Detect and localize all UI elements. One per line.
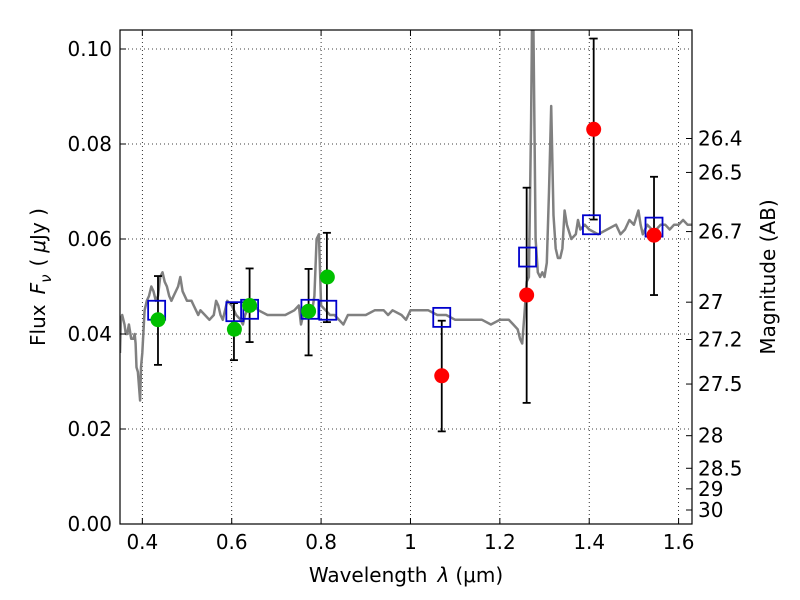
y-tick-label: 0.04 (67, 322, 112, 346)
x-tick-label: 0.8 (305, 530, 337, 554)
x-tick-label: 1.6 (663, 530, 695, 554)
observed-optical-point (242, 298, 258, 313)
model-photometry-square (225, 301, 245, 323)
x-tick-label: 1.2 (484, 530, 516, 554)
magnitude-tick-label: 26.5 (698, 160, 743, 184)
model-spectrum-line (120, 30, 692, 402)
x-tick-label: 1.4 (573, 530, 605, 554)
observed-optical-point (301, 303, 317, 319)
x-tick-label: 0.6 (216, 530, 248, 554)
observed-optical-point (226, 321, 242, 337)
magnitude-tick-label: 27.5 (698, 372, 743, 396)
magnitude-tick-label: 27.2 (698, 327, 743, 351)
model-photometry-square (318, 299, 338, 321)
axis-ticks: 0.4 0.6 0.8 1 1.2 1.4 1.6 0.00 0.02 0.04 0.06 0.08 0… (67, 30, 743, 554)
magnitude-tick-label: 29 (698, 477, 723, 501)
magnitude-tick-label: 26.7 (698, 220, 743, 244)
x-tick-label: 1 (404, 530, 417, 554)
magnitude-tick-label: 26.4 (698, 127, 743, 151)
observed-optical-point (319, 269, 335, 285)
magnitude-tick-label: 28.5 (698, 456, 743, 480)
plot-frame (119, 29, 693, 525)
observed-infrared-point (646, 227, 662, 243)
plot-data-area (120, 30, 692, 433)
y-tick-label: 0.06 (67, 227, 112, 251)
y-tick-label: 0.00 (67, 512, 112, 536)
magnitude-tick-label: 27 (698, 290, 723, 314)
y-tick-label: 0.08 (67, 132, 112, 156)
grid (120, 30, 692, 524)
x-tick-label: 0.4 (126, 530, 158, 554)
y-tick-label: 0.02 (67, 417, 112, 441)
x-axis-title: Wavelength λ (μm) (309, 563, 503, 587)
observed-infrared-point (586, 121, 602, 137)
observed-optical-point (150, 312, 166, 328)
magnitude-axis-title: Magnitude (AB) (756, 199, 780, 354)
magnitude-tick-label: 30 (698, 498, 723, 522)
model-photometry-square (582, 214, 601, 236)
y-axis-title: FluxFν(μJy ) (26, 208, 55, 346)
y-tick-label: 0.10 (67, 37, 112, 61)
observed-infrared-point (434, 368, 450, 384)
magnitude-tick-label: 28 (698, 424, 723, 448)
observed-infrared-point (519, 287, 535, 303)
model-photometry-square (518, 246, 537, 268)
model-photometry-square (432, 306, 452, 328)
